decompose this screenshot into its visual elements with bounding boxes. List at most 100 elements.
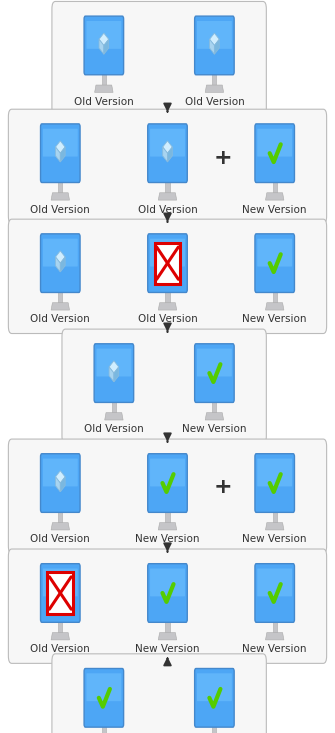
Bar [165, 290, 170, 303]
FancyBboxPatch shape [197, 21, 232, 49]
FancyBboxPatch shape [197, 349, 232, 377]
Polygon shape [51, 193, 70, 200]
Polygon shape [99, 40, 104, 54]
Text: New Version: New Version [243, 644, 307, 655]
Polygon shape [51, 633, 70, 640]
FancyBboxPatch shape [150, 239, 185, 267]
Text: +: + [213, 147, 232, 168]
Bar [58, 290, 62, 303]
FancyBboxPatch shape [255, 564, 294, 622]
FancyBboxPatch shape [41, 124, 80, 183]
FancyBboxPatch shape [43, 459, 78, 487]
Bar [102, 724, 106, 733]
FancyBboxPatch shape [84, 668, 124, 727]
Text: New Version: New Version [135, 534, 200, 545]
Text: Old Version: Old Version [30, 314, 90, 325]
FancyBboxPatch shape [8, 219, 327, 334]
Polygon shape [56, 471, 65, 483]
FancyBboxPatch shape [94, 344, 134, 402]
FancyBboxPatch shape [150, 129, 185, 157]
Polygon shape [205, 413, 224, 420]
Bar [58, 180, 62, 193]
Text: New Version: New Version [182, 424, 247, 435]
FancyBboxPatch shape [150, 569, 185, 597]
FancyBboxPatch shape [148, 234, 187, 292]
FancyBboxPatch shape [43, 569, 78, 597]
FancyBboxPatch shape [257, 459, 292, 487]
Text: New Version: New Version [243, 205, 307, 215]
Polygon shape [266, 303, 284, 310]
Polygon shape [266, 193, 284, 200]
FancyBboxPatch shape [257, 239, 292, 267]
Text: Old Version: Old Version [84, 424, 144, 435]
FancyBboxPatch shape [257, 569, 292, 597]
FancyBboxPatch shape [148, 564, 187, 622]
FancyBboxPatch shape [41, 234, 80, 292]
Polygon shape [158, 633, 177, 640]
Bar [165, 509, 170, 523]
FancyBboxPatch shape [41, 454, 80, 512]
FancyBboxPatch shape [43, 239, 78, 267]
Text: +: + [213, 477, 232, 498]
FancyBboxPatch shape [52, 1, 266, 116]
FancyBboxPatch shape [52, 654, 266, 733]
Polygon shape [60, 257, 65, 272]
Bar [212, 72, 216, 85]
Polygon shape [56, 141, 65, 153]
Polygon shape [109, 367, 114, 382]
FancyBboxPatch shape [48, 572, 73, 614]
Bar [112, 399, 116, 413]
Polygon shape [94, 85, 113, 92]
Text: Old Version: Old Version [185, 97, 244, 107]
FancyBboxPatch shape [43, 129, 78, 157]
Text: Old Version: Old Version [138, 314, 197, 325]
Polygon shape [158, 193, 177, 200]
FancyBboxPatch shape [86, 674, 121, 701]
FancyBboxPatch shape [150, 459, 185, 487]
FancyBboxPatch shape [86, 21, 121, 49]
Polygon shape [205, 85, 224, 92]
FancyBboxPatch shape [255, 454, 294, 512]
Polygon shape [56, 257, 60, 272]
Polygon shape [104, 40, 109, 54]
FancyBboxPatch shape [84, 16, 124, 75]
FancyBboxPatch shape [195, 16, 234, 75]
Bar [58, 509, 62, 523]
Text: Old Version: Old Version [30, 205, 90, 215]
FancyBboxPatch shape [148, 454, 187, 512]
FancyBboxPatch shape [96, 349, 131, 377]
Bar [212, 724, 216, 733]
Text: Old Version: Old Version [30, 534, 90, 545]
Text: Old Version: Old Version [30, 644, 90, 655]
Polygon shape [60, 147, 65, 162]
Bar [273, 290, 277, 303]
Polygon shape [51, 523, 70, 530]
Text: New Version: New Version [243, 534, 307, 545]
Polygon shape [210, 40, 214, 54]
Bar [58, 619, 62, 633]
FancyBboxPatch shape [195, 344, 234, 402]
Polygon shape [51, 303, 70, 310]
Bar [212, 399, 216, 413]
Polygon shape [56, 147, 60, 162]
Polygon shape [60, 477, 65, 492]
Polygon shape [158, 303, 177, 310]
Polygon shape [214, 40, 219, 54]
Text: New Version: New Version [135, 644, 200, 655]
Polygon shape [158, 523, 177, 530]
Polygon shape [105, 413, 123, 420]
Text: Old Version: Old Version [74, 97, 134, 107]
Polygon shape [163, 147, 168, 162]
Polygon shape [163, 141, 172, 153]
Polygon shape [266, 523, 284, 530]
Polygon shape [99, 33, 109, 45]
Text: Old Version: Old Version [138, 205, 197, 215]
Bar [273, 619, 277, 633]
FancyBboxPatch shape [41, 564, 80, 622]
FancyBboxPatch shape [8, 439, 327, 553]
FancyBboxPatch shape [255, 234, 294, 292]
Bar [165, 619, 170, 633]
FancyBboxPatch shape [257, 129, 292, 157]
FancyBboxPatch shape [148, 124, 187, 183]
Polygon shape [56, 251, 65, 263]
